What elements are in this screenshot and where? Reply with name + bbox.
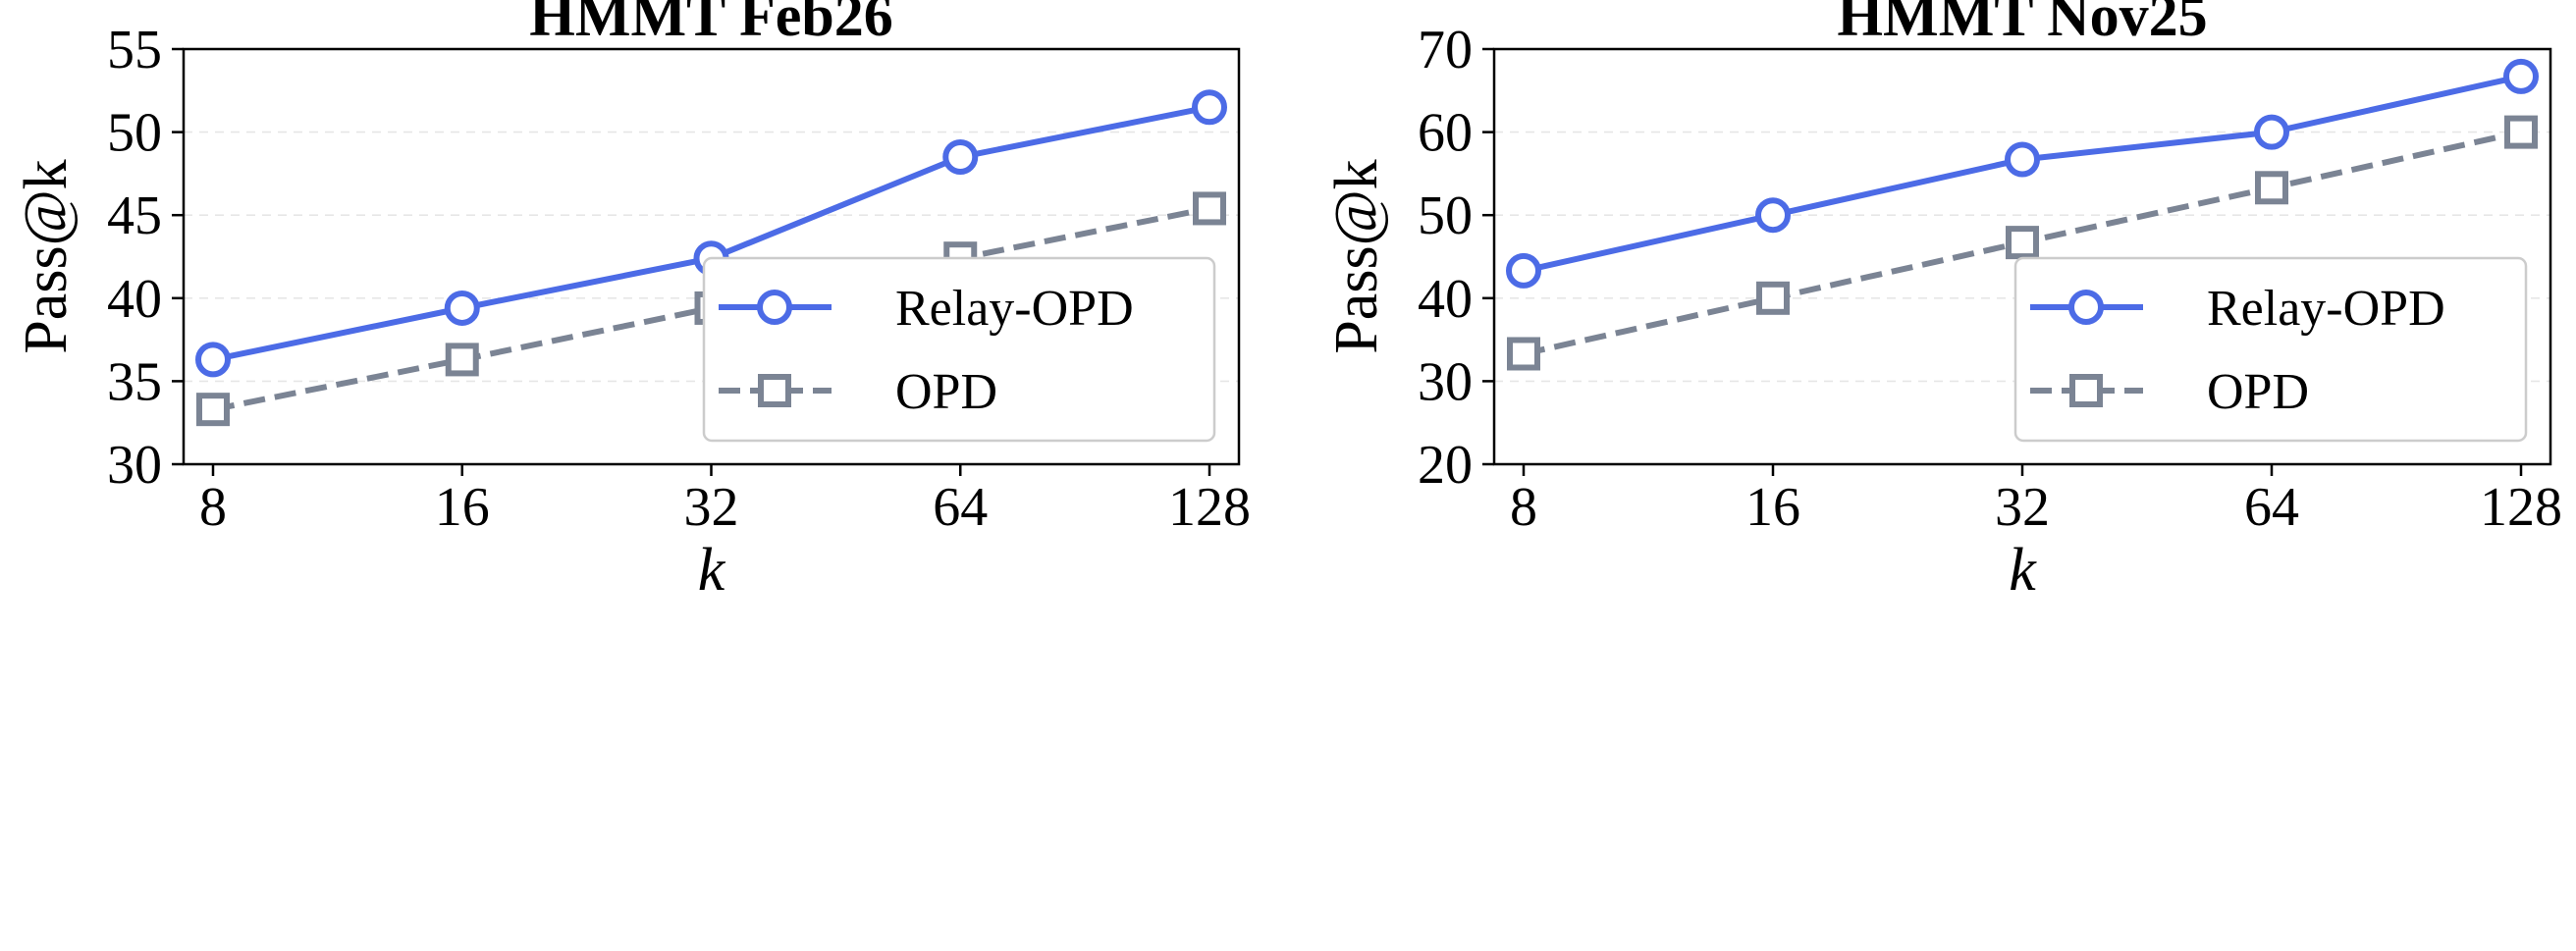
data-point-relay-opd [2503,58,2539,94]
y-axis-label: Pass@k [1323,159,1390,353]
y-tick-label: 50 [107,103,162,164]
x-tick-label: 128 [2480,477,2562,538]
y-tick-label: 30 [107,435,162,496]
data-point-relay-opd [1755,197,1791,234]
x-tick-label: 8 [199,477,227,538]
legend-marker-relay-opd [2068,290,2104,325]
chart-title: HMMT Feb26 [529,0,893,48]
legend-marker-opd [2069,374,2103,407]
y-tick-label: 60 [1418,103,1473,164]
x-axis-label: k [2009,537,2037,604]
data-point-relay-opd [2254,114,2289,150]
x-tick-label: 16 [435,477,490,538]
legend-label: Relay-OPD [2207,281,2445,337]
x-tick-label: 32 [684,477,739,538]
chart-panel-hmmt-nov25: 20 30 40 50 60 70 8 16 32 64 128 HMMT Nov25 k Pass@k R… [1323,0,2562,604]
y-axis-label: Pass@k [13,159,80,353]
legend-marker-relay-opd [757,290,792,325]
legend-box [702,256,1216,443]
x-axis-label: k [698,537,726,604]
x-tick-label: 128 [1168,477,1251,538]
data-point-opd [445,343,479,377]
data-point-opd [2255,171,2288,205]
x-tick-label: 64 [933,477,988,538]
legend-label: OPD [2207,364,2309,420]
data-point-relay-opd [2005,141,2040,178]
legend-box [2013,256,2528,443]
x-tick-label: 64 [2244,477,2299,538]
data-point-relay-opd [1192,89,1227,126]
y-tick-label: 55 [107,20,162,80]
y-tick-label: 50 [1418,185,1473,246]
chart-panel-hmmt-feb26: 30 35 40 45 50 55 8 16 32 64 128 HMMT Feb26 k Pass@k R… [13,0,1251,604]
data-point-opd [1193,191,1226,226]
legend-marker-opd [758,374,791,407]
data-point-relay-opd [195,342,231,378]
data-point-relay-opd [942,138,979,175]
legend-label: Relay-OPD [895,281,1134,337]
legend-label: OPD [895,364,997,420]
chart-title: HMMT Nov25 [1837,0,2207,48]
data-point-opd [2504,115,2538,149]
y-tick-label: 35 [107,351,162,412]
y-tick-label: 30 [1418,351,1473,412]
y-tick-label: 20 [1418,435,1473,496]
x-tick-label: 8 [1510,477,1537,538]
data-point-opd [1507,337,1540,371]
data-point-opd [196,393,230,427]
y-tick-label: 45 [107,185,162,246]
plot-frame [182,47,1241,466]
plot-frame [1492,47,2552,466]
data-point-relay-opd [444,290,480,326]
x-tick-label: 32 [1995,477,2050,538]
data-point-opd [2006,226,2039,260]
x-tick-label: 16 [1745,477,1800,538]
y-tick-label: 40 [107,269,162,330]
data-point-relay-opd [1506,252,1541,289]
y-tick-label: 40 [1418,269,1473,330]
data-point-opd [1756,281,1790,315]
y-tick-label: 70 [1418,20,1473,80]
